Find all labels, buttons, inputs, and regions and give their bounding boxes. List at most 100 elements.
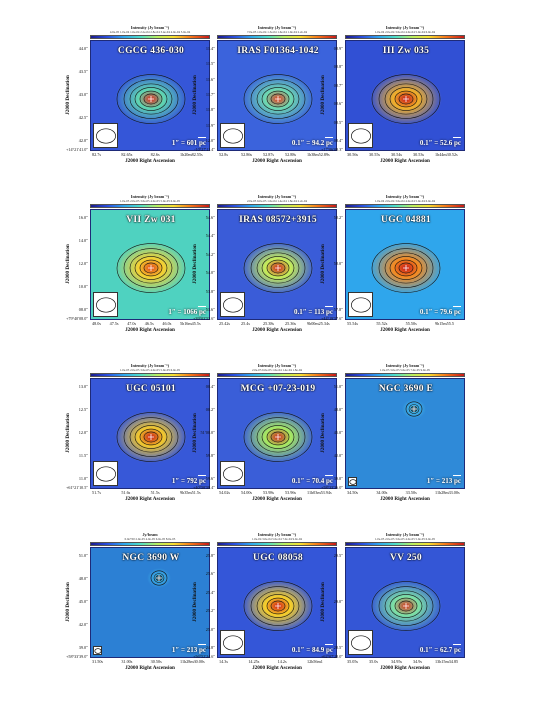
x-tick-label: 34.00s <box>376 490 388 495</box>
x-axis-label: J2000 Right Ascension <box>380 496 430 502</box>
colorbar-title: Intensity (Jy beam⁻¹) <box>257 363 297 368</box>
y-tick-label: 12.0″ <box>205 138 215 143</box>
colorbar <box>217 542 337 546</box>
object-name: NGC 3690 E <box>378 384 434 394</box>
beam-ellipse <box>223 128 243 144</box>
colorbar <box>90 204 210 208</box>
scale-text: 0.1″ = 113 pc <box>294 308 333 316</box>
image-panel: Intensity (Jy beam⁻¹) 1.0e-05 2.0e-05 3.0… <box>65 361 210 502</box>
x-tick-label: 30.56s <box>347 152 359 157</box>
colorbar-tick-labels: 2.0e-05 6.0e-05 1.0e-04 1.4e-04 1.8e-04 … <box>246 199 308 203</box>
colorbar-tick-labels: 7.0e-05 1.0e-04 1.3e-04 1.6e-04 1.9e-04 … <box>246 30 308 34</box>
object-name: MCG +07-23-019 <box>240 384 316 394</box>
contour-line <box>266 259 290 277</box>
y-tick-label: 11.7″ <box>205 92 215 97</box>
y-tick-label: 13.0″ <box>78 384 88 389</box>
x-tick-label: 9h00m25.34s <box>307 321 330 326</box>
scale-bar <box>325 643 333 645</box>
contour-line <box>123 79 179 119</box>
intensity-map: VV 250 0.1″ = 62.7 pc <box>345 547 465 658</box>
scale-bar <box>325 305 333 307</box>
peak-marker <box>148 265 154 271</box>
x-tick-label: 1h20m82.55s <box>180 152 203 157</box>
y-tick-label: 25.2″ <box>205 608 215 614</box>
contour-line <box>398 93 414 105</box>
scale-bar <box>453 474 461 476</box>
contour-line <box>371 74 441 124</box>
colorbar-tick-labels: 1.0e-05 2.0e-05 3.0e-05 4.0e-05 5.0e-05 … <box>119 368 181 372</box>
contour-line <box>378 586 434 626</box>
colorbar-title: Intensity (Jy beam⁻¹) <box>257 25 297 30</box>
emission-map <box>115 411 187 463</box>
x-tick-label: 11h28m30.00s <box>180 659 205 664</box>
y-tick-label: 28.5″ <box>333 645 343 650</box>
contour-line <box>384 590 428 622</box>
scale-bar-label: 1″ = 1066 pc <box>168 305 206 316</box>
scale-bar-label: 0.1″ = 79.6 pc <box>420 305 461 316</box>
beam-ellipse-box <box>220 630 245 655</box>
x-tick-label: 51.6s <box>121 490 131 495</box>
x-tick-label: 12h56m1 <box>307 659 323 664</box>
peak-marker <box>156 575 162 581</box>
y-axis-ticks: 25.8″ 25.6″ 25.4″ 25.2″ 25.0″ 24.8″ <box>195 547 215 658</box>
peak-marker <box>148 96 154 102</box>
contour-line <box>384 83 428 115</box>
x-tick-label: 34.9s <box>413 659 422 664</box>
contour-line <box>150 570 168 586</box>
beam-ellipse-box <box>93 292 118 317</box>
y-tick-label: 59.8″ <box>205 453 215 458</box>
x-tick-label: 55.50s <box>405 321 417 326</box>
y-tick-label: 48.0″ <box>333 407 343 412</box>
contour-line <box>139 90 163 108</box>
contour-line <box>243 412 313 462</box>
colorbar-tick-labels: 1.0e-05 2.0e-05 3.0e-05 4.0e-05 5.0e-05 … <box>119 199 181 203</box>
contour-line <box>266 428 290 446</box>
contour-line <box>243 243 313 293</box>
y-tick-label: 12.0″ <box>78 261 88 266</box>
y-tick-label: 57.8″ <box>333 307 343 312</box>
scale-text: 1″ = 1066 pc <box>168 308 206 316</box>
x-tick-label: 34.95s <box>391 659 403 664</box>
x-tick-label: 9h35m51.5s <box>180 490 201 495</box>
y-axis-ticks: 13.0″ 12.5″ 12.0″ 11.5″ 11.0″ <box>68 378 88 489</box>
y-tick-label: 11.0″ <box>78 476 88 481</box>
x-tick-label: 25.36s <box>285 321 297 326</box>
scale-bar <box>453 305 461 307</box>
contour-line <box>371 581 441 631</box>
object-name: IRAS F01364-1042 <box>237 46 319 56</box>
contour-line <box>270 262 286 274</box>
x-tick-label: 54.02s <box>219 490 231 495</box>
colorbar-tick-labels: 1.0e-05 2.0e-05 3.0e-05 4.0e-05 5.0e-05 … <box>374 537 436 541</box>
scale-bar-label: 0.1″ = 52.6 pc <box>420 136 461 147</box>
x-tick-label: 9h15m55.5 <box>435 321 454 326</box>
x-tick-label: 1h44m30.52s <box>435 152 458 157</box>
y-axis-ticks: 51.0″ 48.0″ 45.0″ 42.0″ 39.0″ <box>68 547 88 658</box>
beam-ellipse <box>351 128 371 144</box>
colorbar-title: Intensity (Jy beam⁻¹) <box>257 532 297 537</box>
contour-line <box>394 90 418 108</box>
y-axis-ticks: 29.5″ 29.0″ 28.5″ <box>323 547 343 658</box>
contour-line <box>250 248 306 288</box>
x-axis-ticks: 30.56s 30.55s 30.54s 30.53s 1h44m30.52s <box>345 152 465 158</box>
contour-line <box>143 93 159 105</box>
intensity-map: UGC 05101 1″ = 792 pc <box>90 378 210 489</box>
y-tick-label: 53.8″ <box>205 288 215 294</box>
beam-ellipse-box <box>93 123 118 148</box>
y-tick-label: 48.0″ <box>78 576 88 581</box>
y-tick-label: 10.0″ <box>78 284 88 289</box>
object-name: VV 250 <box>390 553 422 563</box>
contour-line <box>123 417 179 457</box>
colorbar <box>90 35 210 39</box>
contour-line <box>139 428 163 446</box>
declination-origin: +61°21′10.5″ <box>66 485 88 490</box>
beam-ellipse <box>223 635 243 651</box>
x-tick-label: 30.50s <box>150 659 162 664</box>
peak-marker <box>403 96 409 102</box>
x-axis-ticks: 14.3s 14.25s 14.2s 12h56m1 <box>217 659 337 665</box>
y-tick-label: 14.0″ <box>78 238 88 243</box>
y-tick-label: 54.4″ <box>205 233 215 239</box>
emission-map <box>147 568 171 588</box>
x-tick-label: 31.00s <box>121 659 133 664</box>
emission-map <box>115 242 187 294</box>
x-tick-label: 14.25s <box>248 659 260 664</box>
